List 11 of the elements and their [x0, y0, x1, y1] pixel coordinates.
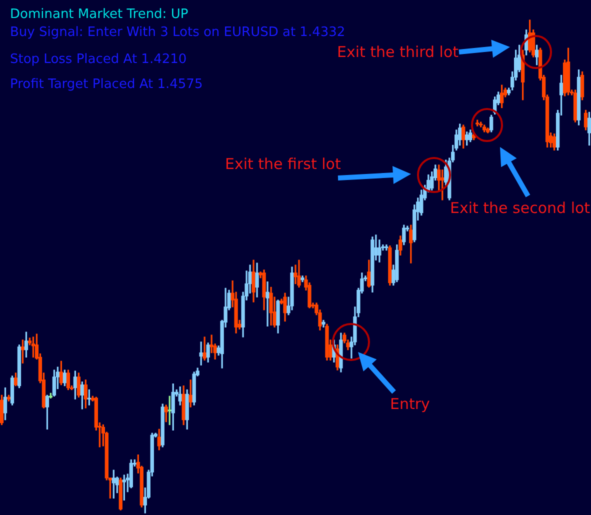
- candlestick: [266, 281, 270, 326]
- annotation: Exit the second lot: [450, 199, 590, 217]
- annotation: Entry: [390, 395, 430, 413]
- annotation: Exit the third lot: [337, 43, 459, 61]
- annotation: Stop Loss Placed At 1.4210: [10, 52, 187, 67]
- candlestick: [202, 336, 206, 360]
- candlestick: [384, 244, 388, 251]
- annotation: Profit Target Placed At 1.4575: [10, 77, 203, 92]
- annotation: Buy Signal: Enter With 3 Lots on EURUSD at 1.4332: [10, 25, 346, 40]
- chart-title: Dominant Market Trend: UP: [10, 7, 188, 22]
- annotation: Exit the first lot: [225, 155, 341, 173]
